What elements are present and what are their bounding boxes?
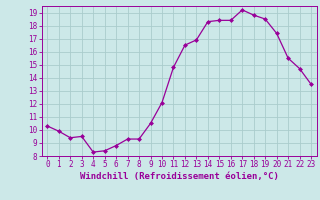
X-axis label: Windchill (Refroidissement éolien,°C): Windchill (Refroidissement éolien,°C) (80, 172, 279, 181)
